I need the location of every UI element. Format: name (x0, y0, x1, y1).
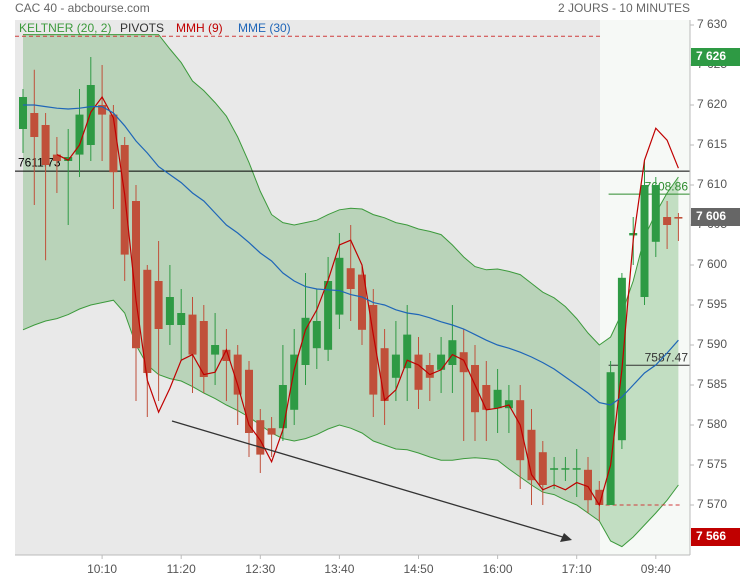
candle-body (52, 154, 61, 161)
candle-body (629, 233, 638, 236)
candle-body (132, 201, 140, 349)
y-tick-label: 7 610 (697, 177, 727, 191)
candle-body (471, 365, 479, 413)
candle-body (19, 97, 27, 129)
candle-body (233, 354, 242, 395)
candle-body (640, 185, 649, 297)
candle-body (98, 105, 107, 115)
price-badge-label: 7 626 (696, 49, 726, 63)
x-tick-label: 10:10 (87, 562, 117, 576)
trend-arrow (171, 420, 567, 539)
candle-body (64, 157, 73, 161)
candle-body (324, 281, 333, 350)
price-badge (691, 48, 740, 66)
legend-pivots: PIVOTS (120, 21, 164, 35)
price-badge (691, 208, 740, 226)
candle-body (380, 348, 389, 401)
candle-body (211, 345, 220, 355)
candle-body (606, 372, 615, 505)
x-tick-label: 14:50 (403, 562, 433, 576)
y-tick-label: 7 575 (697, 457, 727, 471)
keltner-upper (23, 34, 679, 346)
candle-body (290, 354, 299, 410)
y-tick-label: 7 585 (697, 377, 727, 391)
candle-body (437, 354, 446, 370)
candle-body (165, 297, 174, 325)
x-tick-label: 13:40 (324, 562, 354, 576)
price-badge (691, 528, 740, 546)
y-tick-label: 7 595 (697, 297, 727, 311)
candle-body (391, 354, 400, 378)
candle-body (267, 428, 276, 435)
y-tick-label: 7 570 (697, 497, 727, 511)
y-tick-label: 7 620 (697, 97, 727, 111)
candle-body (222, 349, 231, 361)
price-badge-label: 7 566 (696, 529, 726, 543)
candle-body (109, 114, 118, 173)
candle-body (41, 125, 50, 165)
candle-body (30, 113, 39, 137)
candle-body (674, 217, 683, 219)
candle-body (75, 114, 84, 155)
candle-body (154, 281, 163, 329)
candle-body (143, 269, 152, 373)
candle-body (504, 400, 513, 409)
candle-body (346, 268, 355, 289)
legend-mme: MME (30) (238, 21, 291, 35)
candle-body (527, 429, 536, 481)
candle-body (448, 340, 457, 365)
y-tick-label: 7 580 (697, 417, 727, 431)
candle-body (595, 489, 604, 505)
price-badge-label: 7 606 (696, 209, 726, 223)
candle-body (199, 321, 208, 377)
candle-body (188, 314, 197, 355)
y-tick-label: 7 630 (697, 17, 727, 31)
candle-body (617, 277, 626, 441)
candle-body (312, 321, 321, 349)
candle-body (584, 469, 592, 501)
chart-subtitle: 2 JOURS - 10 MINUTES (558, 1, 690, 15)
candle-body (358, 274, 366, 330)
candle-body (177, 313, 186, 325)
level-label: 7611.73 (18, 155, 61, 169)
candle-body (561, 468, 570, 470)
y-tick-label: 7 615 (697, 137, 727, 151)
candle-body (538, 452, 547, 485)
candle-body (493, 389, 502, 409)
x-tick-label: 09:40 (641, 562, 671, 576)
level-label: 7587.47 (645, 350, 689, 364)
candle-body (369, 305, 378, 395)
candle-body (482, 385, 491, 410)
candle-body (86, 85, 95, 145)
level-label: 7608.86 (645, 179, 689, 193)
candle-body (403, 334, 412, 369)
plot-area: 7611.73 7608.86 7587.47 (15, 34, 690, 548)
candle-body (301, 317, 310, 365)
trend-arrow-head (560, 533, 572, 542)
candle-body (663, 217, 672, 225)
candle-body (256, 420, 265, 455)
x-tick-label: 12:30 (245, 562, 275, 576)
y-tick-label: 7 600 (697, 257, 727, 271)
moving-average-line (23, 104, 679, 406)
x-tick-label: 17:10 (562, 562, 592, 576)
candle-body (245, 369, 253, 433)
candle-body (425, 365, 434, 378)
x-tick-label: 16:00 (483, 562, 513, 576)
candle-body (651, 185, 660, 242)
candle-body (550, 468, 559, 470)
candle-body (572, 468, 581, 470)
chart-title: CAC 40 - abcbourse.com (15, 1, 150, 15)
candle-body (335, 257, 344, 315)
candle-body (278, 385, 287, 429)
candle-body (414, 354, 423, 390)
legend-mmh: MMH (9) (176, 21, 223, 35)
candle-body (459, 352, 468, 373)
x-tick-label: 11:20 (167, 562, 196, 576)
legend-keltner: KELTNER (20, 2) (19, 21, 111, 35)
y-tick-label: 7 590 (697, 337, 727, 351)
candle-body (516, 400, 525, 461)
